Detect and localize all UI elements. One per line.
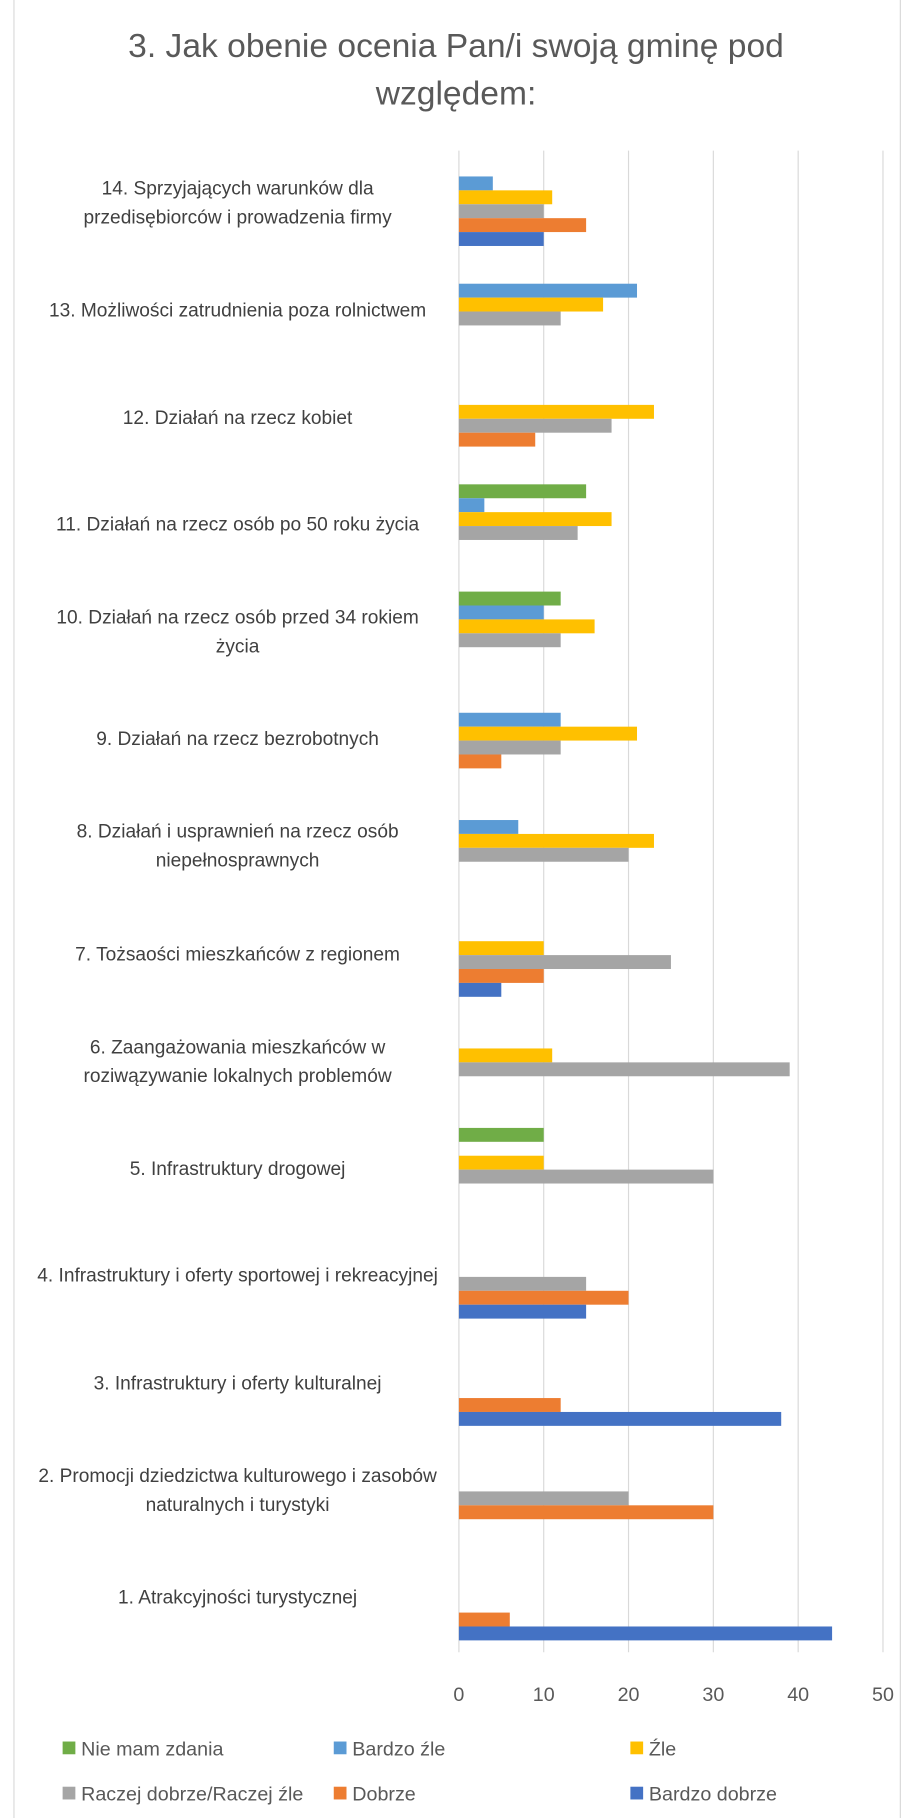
category-label-box: 1. Atrakcyjności turystycznej <box>118 1587 358 1609</box>
legend-swatch <box>333 1741 347 1755</box>
bar <box>458 941 544 956</box>
bar <box>458 955 671 970</box>
bar <box>458 311 561 326</box>
category-label-box: 4. Infrastruktury i oferty sportowej i r… <box>37 1265 438 1287</box>
x-tick-label: 30 <box>702 1684 724 1706</box>
category-label: 10. Działań na rzecz osób przed 34 rokie… <box>56 607 419 658</box>
chart-border <box>13 0 901 1818</box>
category-label-box: 10. Działań na rzecz osób przed 34 rokie… <box>56 607 419 658</box>
category-label-box: 12. Działań na rzecz kobiet <box>122 407 353 429</box>
bar <box>458 969 544 983</box>
legend-swatch <box>62 1741 76 1755</box>
legend-label: Bardzo źle <box>352 1738 445 1760</box>
bar <box>458 1398 561 1412</box>
bar <box>458 1062 790 1077</box>
bar <box>458 232 544 246</box>
bar <box>458 619 595 634</box>
category-label-box: 13. Możliwości zatrudnienia poza rolnict… <box>48 300 427 322</box>
bar <box>458 833 654 848</box>
bar <box>458 982 502 997</box>
bar <box>458 190 553 205</box>
category-label: 13. Możliwości zatrudnienia poza rolnict… <box>48 300 427 322</box>
legend-swatch <box>630 1741 644 1755</box>
bar <box>458 1169 714 1184</box>
bar <box>458 712 561 727</box>
category-label: 11. Działań na rzecz osób po 50 roku życ… <box>56 514 420 536</box>
bar <box>458 1127 544 1142</box>
bar <box>458 1505 714 1520</box>
legend-label: Źle <box>649 1737 676 1760</box>
x-tick-label: 40 <box>787 1684 809 1706</box>
bar <box>458 498 485 513</box>
bar <box>458 1155 544 1170</box>
bar <box>458 820 519 834</box>
category-label: 14. Sprzyjających warunków dla przedisęb… <box>83 178 392 229</box>
bar <box>458 418 612 433</box>
category-label: 1. Atrakcyjności turystycznej <box>118 1587 358 1609</box>
bar <box>458 283 638 298</box>
bar <box>458 754 502 769</box>
category-label: 4. Infrastruktury i oferty sportowej i r… <box>37 1265 438 1287</box>
category-label-box: 14. Sprzyjających warunków dla przedisęb… <box>83 178 392 229</box>
title-box: 3. Jak obenie ocenia Pan/i swoją gminę p… <box>128 27 784 113</box>
bar <box>458 605 544 620</box>
bar <box>458 526 578 540</box>
bar <box>458 1304 587 1319</box>
category-label-box: 11. Działań na rzecz osób po 50 roku życ… <box>56 514 420 536</box>
legend-label: Dobrze <box>352 1784 416 1806</box>
x-tick-label: 50 <box>872 1684 894 1706</box>
bar <box>458 432 536 447</box>
chart-title: 3. Jak obenie ocenia Pan/i swoją gminę p… <box>128 27 784 113</box>
x-tick-label: 10 <box>533 1684 555 1706</box>
bar <box>458 633 561 648</box>
legend-swatch <box>333 1786 347 1800</box>
bar <box>458 1276 587 1291</box>
category-label: 12. Działań na rzecz kobiet <box>122 407 353 429</box>
bar <box>458 404 654 419</box>
category-label: 5. Infrastruktury drogowej <box>129 1158 346 1180</box>
category-label-box: 5. Infrastruktury drogowej <box>129 1158 346 1180</box>
legend-swatch <box>630 1786 644 1800</box>
legend-label: Raczej dobrze/Raczej źle <box>81 1784 303 1806</box>
category-label-box: 7. Tożsaości mieszkańców z regionem <box>75 943 400 965</box>
category-label: 8. Działań i usprawnień na rzecz osób ni… <box>76 822 399 872</box>
bar <box>458 847 629 862</box>
bar <box>458 740 561 755</box>
bar <box>458 1048 553 1063</box>
legend-label: Nie mam zdania <box>81 1738 223 1760</box>
x-tick-label: 20 <box>618 1684 640 1706</box>
x-tick-label: 0 <box>453 1684 464 1706</box>
bar <box>458 1612 510 1627</box>
bar <box>458 176 493 191</box>
legend-swatch <box>62 1786 76 1800</box>
bar <box>458 218 587 233</box>
bar <box>458 726 638 741</box>
category-label-box: 6. Zaangażowania mieszkańców w roziwązyw… <box>83 1036 392 1087</box>
category-label: 7. Tożsaości mieszkańców z regionem <box>75 943 400 965</box>
category-label-box: 8. Działań i usprawnień na rzecz osób ni… <box>76 822 399 872</box>
bar <box>458 484 587 499</box>
bar <box>458 1491 629 1506</box>
bar <box>458 1626 833 1641</box>
bar <box>458 1290 629 1305</box>
bar <box>458 512 612 527</box>
legend-label: Bardzo dobrze <box>649 1784 777 1806</box>
category-label-box: 9. Działań na rzecz bezrobotnych <box>96 729 379 751</box>
category-label: 3. Infrastruktury i oferty kulturalnej <box>93 1372 382 1394</box>
bar <box>458 591 561 606</box>
category-label: 2. Promocji dziedzictwa kulturowego i za… <box>38 1465 437 1516</box>
category-label-box: 3. Infrastruktury i oferty kulturalnej <box>93 1372 382 1394</box>
category-label: 9. Działań na rzecz bezrobotnych <box>96 729 379 751</box>
bar <box>458 204 544 219</box>
category-label: 6. Zaangażowania mieszkańców w roziwązyw… <box>83 1036 392 1087</box>
category-label-box: 2. Promocji dziedzictwa kulturowego i za… <box>38 1465 437 1516</box>
bar <box>458 297 604 312</box>
bar <box>458 1411 782 1426</box>
